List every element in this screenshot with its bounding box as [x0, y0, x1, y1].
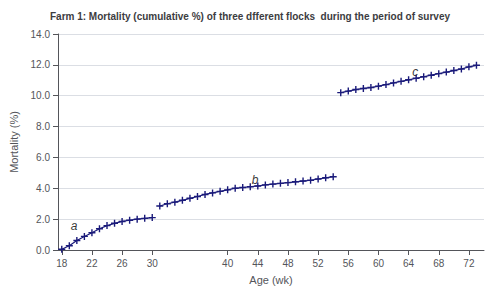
svg-text:18: 18	[56, 258, 68, 269]
svg-text:60: 60	[373, 258, 385, 269]
svg-text:30: 30	[147, 258, 159, 269]
svg-text:8.0: 8.0	[36, 121, 50, 132]
svg-text:48: 48	[282, 258, 294, 269]
svg-text:Farm 1: Mortality (cumulative: Farm 1: Mortality (cumulative %) of thre…	[50, 11, 451, 22]
svg-text:40: 40	[222, 258, 234, 269]
svg-text:Mortality (%): Mortality (%)	[8, 111, 20, 173]
svg-text:22: 22	[86, 258, 98, 269]
svg-text:b: b	[251, 172, 259, 187]
svg-text:12.0: 12.0	[31, 59, 51, 70]
svg-text:2.0: 2.0	[36, 214, 50, 225]
svg-text:c: c	[412, 65, 418, 79]
svg-text:Age (wk): Age (wk)	[249, 274, 292, 286]
svg-text:0.0: 0.0	[36, 245, 50, 256]
svg-text:26: 26	[117, 258, 129, 269]
svg-text:52: 52	[313, 258, 325, 269]
svg-text:68: 68	[433, 258, 445, 269]
svg-text:14.0: 14.0	[31, 29, 51, 40]
svg-text:4.0: 4.0	[36, 183, 50, 194]
svg-text:44: 44	[252, 258, 264, 269]
svg-text:6.0: 6.0	[36, 152, 50, 163]
svg-text:a: a	[71, 219, 78, 233]
svg-text:72: 72	[463, 258, 475, 269]
svg-text:56: 56	[343, 258, 355, 269]
svg-text:64: 64	[403, 258, 415, 269]
svg-text:10.0: 10.0	[31, 90, 51, 101]
